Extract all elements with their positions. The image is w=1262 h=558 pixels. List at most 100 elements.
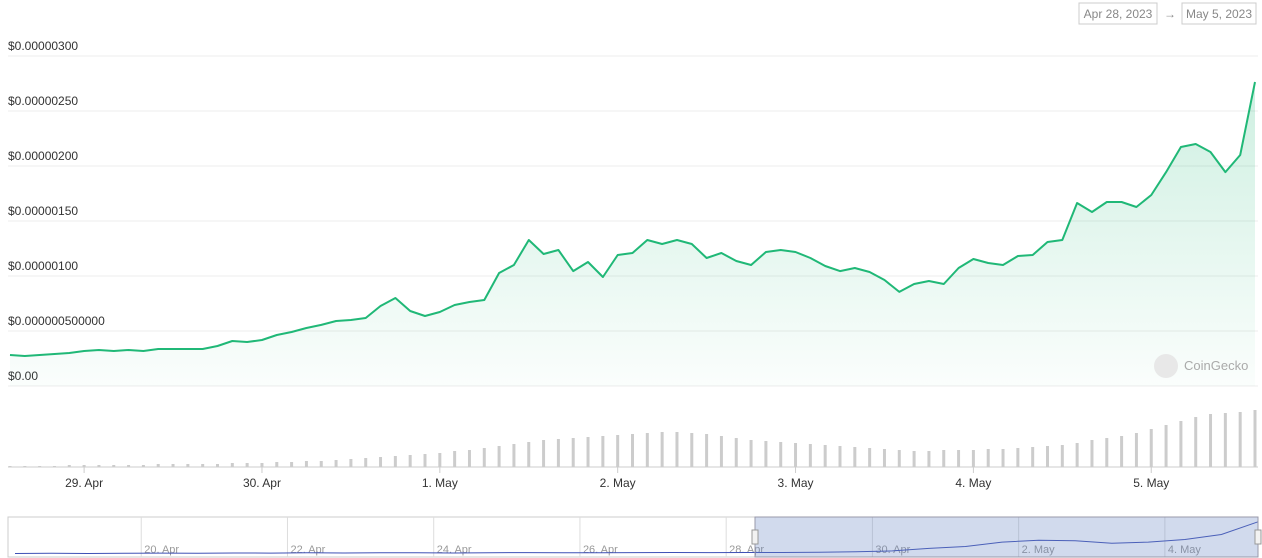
volume-bar xyxy=(1238,412,1242,467)
volume-bar xyxy=(1179,421,1183,467)
volume-bar xyxy=(586,437,590,467)
volume-bar xyxy=(112,465,116,467)
x-tick-label: 29. Apr xyxy=(65,476,103,490)
volume-bar xyxy=(719,436,723,467)
volume-bar xyxy=(764,441,768,467)
volume-bar xyxy=(749,440,753,467)
navigator-label: 20. Apr xyxy=(144,544,179,556)
volume-bar xyxy=(171,464,175,467)
navigator-handle[interactable] xyxy=(1254,529,1262,545)
x-tick-label: 1. May xyxy=(422,476,458,490)
volume-bar xyxy=(660,432,664,467)
navigator-label: 26. Apr xyxy=(583,544,618,556)
volume-bar xyxy=(141,465,145,467)
x-tick-label: 4. May xyxy=(955,476,991,490)
navigator-label: 4. May xyxy=(1168,544,1202,556)
volume-bar xyxy=(67,465,71,467)
volume-bar xyxy=(1194,417,1198,467)
volume-bar xyxy=(1149,429,1153,467)
volume-bar xyxy=(1120,436,1124,467)
volume-bar xyxy=(601,436,605,467)
volume-bar xyxy=(497,446,501,467)
watermark-icon xyxy=(1154,354,1178,378)
volume-bar xyxy=(156,464,160,467)
volume-bar xyxy=(868,448,872,467)
volume-bar xyxy=(186,464,190,467)
volume-bar xyxy=(1075,443,1079,467)
x-tick-label: 30. Apr xyxy=(243,476,281,490)
volume-bar xyxy=(1164,425,1168,467)
volume-bar xyxy=(349,459,353,467)
volume-bar xyxy=(319,461,323,467)
volume-bar xyxy=(482,448,486,467)
volume-bar xyxy=(423,454,427,467)
range-start-box[interactable] xyxy=(1078,2,1158,25)
volume-bar xyxy=(556,439,560,467)
volume-bar xyxy=(616,435,620,467)
volume-bar xyxy=(645,433,649,467)
range-end-box[interactable] xyxy=(1181,2,1257,25)
volume-bar xyxy=(216,464,219,467)
volume-bar xyxy=(927,451,931,467)
volume-bar xyxy=(986,449,990,467)
watermark: CoinGecko xyxy=(1184,358,1248,373)
volume-bar xyxy=(823,445,827,467)
volume-bar xyxy=(882,449,886,467)
navigator-selection[interactable] xyxy=(754,516,1259,558)
volume-bar xyxy=(542,440,546,467)
y-tick-label: $0.00000250 xyxy=(8,94,78,108)
volume-bar xyxy=(957,450,961,467)
volume-bar xyxy=(1016,448,1020,467)
volume-bar xyxy=(897,450,901,467)
volume-bar xyxy=(127,465,131,467)
y-tick-label: $0.00000150 xyxy=(8,204,78,218)
volume-bar xyxy=(290,462,294,467)
volume-bar xyxy=(794,443,798,467)
navigator-label: 30. Apr xyxy=(875,544,910,556)
y-tick-label: $0.00000300 xyxy=(8,39,78,53)
volume-bar xyxy=(690,433,694,467)
volume-bar xyxy=(512,444,516,467)
volume-bar xyxy=(1223,413,1227,467)
volume-bar xyxy=(1134,433,1138,467)
volume-bar xyxy=(364,458,368,467)
volume-bar xyxy=(453,451,457,467)
range-start[interactable]: Apr 28, 2023 xyxy=(1084,7,1153,21)
volume-bar xyxy=(334,460,338,467)
navigator-label: 24. Apr xyxy=(437,544,472,556)
navigator-line xyxy=(14,521,1259,555)
volume-bar xyxy=(1060,445,1064,467)
volume-bar xyxy=(393,456,397,467)
volume-bar xyxy=(1090,440,1094,467)
range-end[interactable]: May 5, 2023 xyxy=(1186,7,1252,21)
x-tick-label: 2. May xyxy=(600,476,636,490)
price-line xyxy=(9,81,1256,357)
volume-bar xyxy=(675,432,679,467)
navigator-label: 22. Apr xyxy=(290,544,325,556)
volume-bar xyxy=(1253,410,1257,467)
volume-bar xyxy=(1001,449,1005,467)
volume-bar xyxy=(1031,447,1035,467)
volume-bar xyxy=(438,453,442,467)
y-tick-label: $0.000000500000 xyxy=(8,314,105,328)
range-separator: → xyxy=(1164,7,1176,21)
volume-bar xyxy=(275,462,279,467)
volume-bar xyxy=(631,434,634,467)
volume-bar xyxy=(571,438,575,467)
x-tick-label: 5. May xyxy=(1133,476,1169,490)
navigator-handle[interactable] xyxy=(751,529,759,545)
volume-bar xyxy=(97,465,101,467)
navigator-label: 2. May xyxy=(1022,544,1056,556)
price-area xyxy=(10,82,1255,386)
volume-bar xyxy=(971,450,975,467)
volume-bar xyxy=(912,451,916,467)
volume-bar xyxy=(260,463,264,467)
volume-bar xyxy=(379,457,383,467)
volume-bar xyxy=(304,461,308,467)
volume-bar xyxy=(734,438,738,467)
volume-bar xyxy=(1046,446,1049,467)
volume-bar xyxy=(82,465,86,467)
volume-bar xyxy=(467,450,471,467)
y-tick-label: $0.00000200 xyxy=(8,149,78,163)
